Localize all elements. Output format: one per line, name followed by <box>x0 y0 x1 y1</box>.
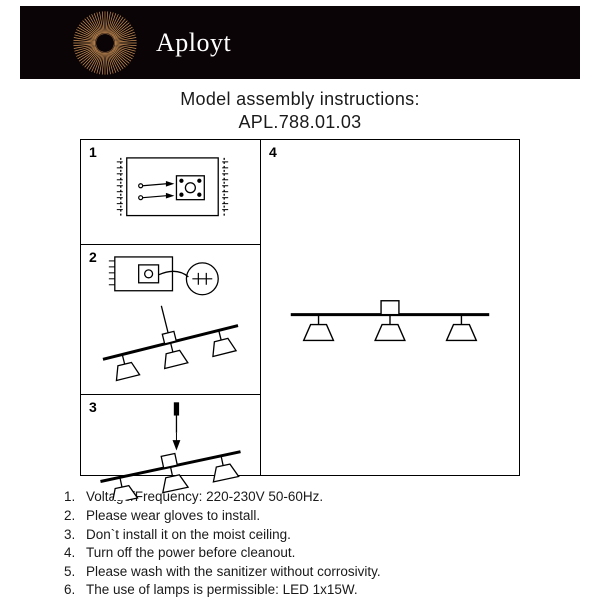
note-item: 4.Turn off the power before cleanout. <box>64 544 536 563</box>
step-3-cell: 3 <box>81 394 260 475</box>
brand-name: Aployt <box>156 28 231 58</box>
assembly-grid: 1 <box>80 139 520 476</box>
note-item: 5.Please wash with the sanitizer without… <box>64 563 536 582</box>
note-item: 6.The use of lamps is permissible: LED 1… <box>64 581 536 600</box>
logo-wrap: Aployt <box>72 10 231 76</box>
step-2-cell: 2 <box>81 244 260 394</box>
notes-list: 1.Voltage/Frequency: 220-230V 50-60Hz. 2… <box>64 488 536 600</box>
step-4-cell: 4 <box>261 140 519 475</box>
step-1-cell: 1 <box>81 140 260 244</box>
fan-corner-icon <box>440 6 580 79</box>
step-1-diagram <box>81 140 260 243</box>
title-line1: Model assembly instructions: <box>180 89 420 110</box>
step-2-diagram <box>81 245 260 394</box>
step-3-diagram <box>81 395 260 500</box>
step-4-diagram <box>261 140 519 497</box>
page-title: Model assembly instructions: APL.788.01.… <box>180 89 420 133</box>
title-line2: APL.788.01.03 <box>180 112 420 133</box>
note-item: 2.Please wear gloves to install. <box>64 507 536 526</box>
sunburst-icon <box>72 10 138 76</box>
note-item: 3.Don`t install it on the moist ceiling. <box>64 526 536 545</box>
brand-banner: Aployt <box>20 6 580 79</box>
